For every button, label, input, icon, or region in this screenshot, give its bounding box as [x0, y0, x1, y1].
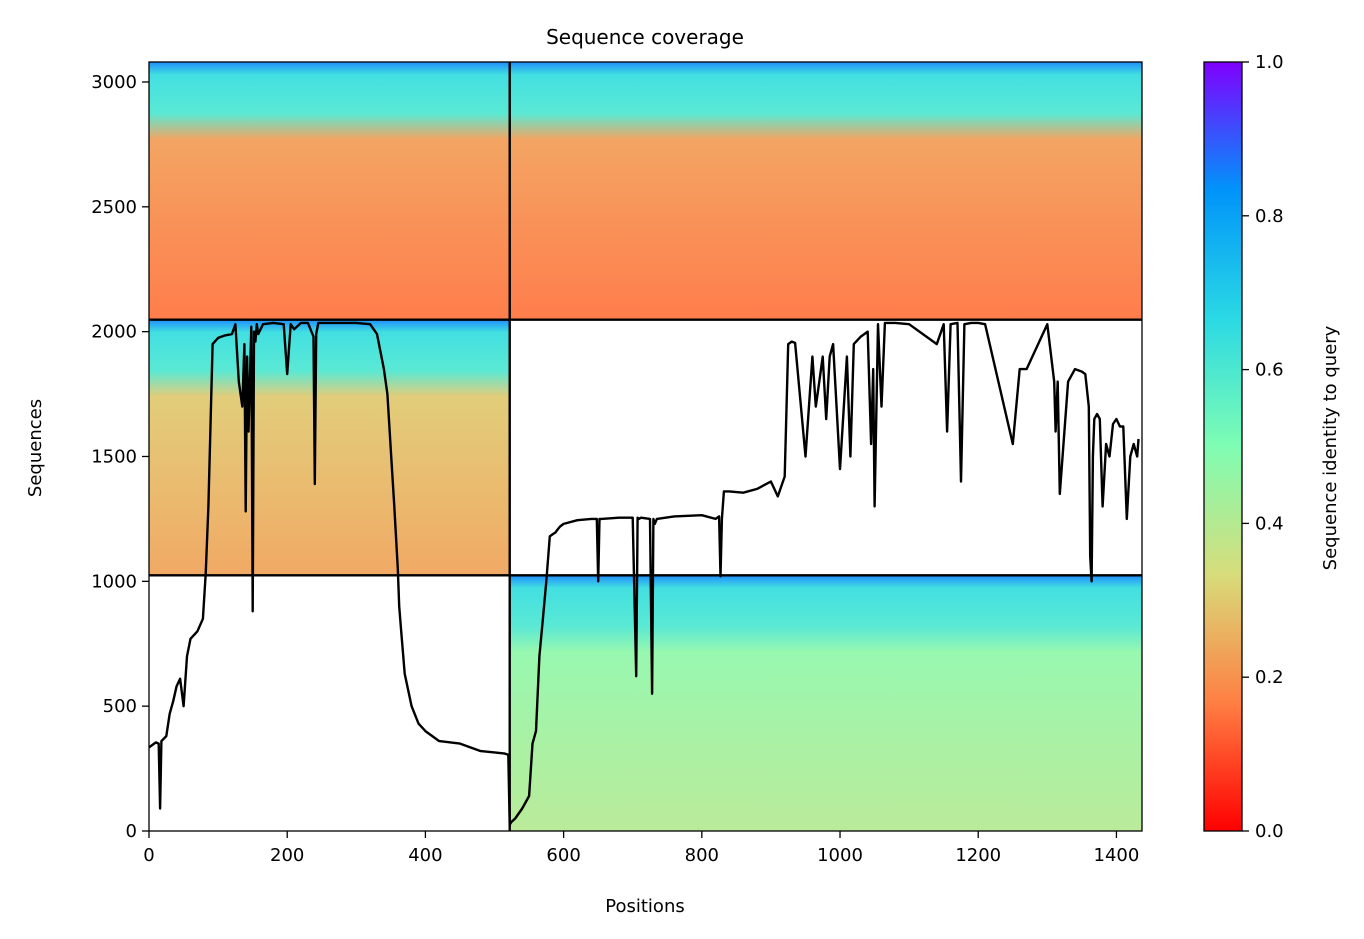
x-tick-label: 1000 — [817, 845, 863, 866]
y-tick-label: 1000 — [91, 571, 137, 592]
colorbar-tick-label: 0.4 — [1255, 513, 1284, 534]
y-axis-label: Sequences — [25, 399, 46, 497]
colorbar-ticks: 0.0 0.2 0.4 0.6 0.8 1.0 — [1242, 52, 1284, 842]
colorbar-tick-label: 0.2 — [1255, 667, 1284, 688]
plot-area — [149, 62, 1142, 831]
chain-A-alignment — [149, 62, 510, 320]
y-tick-label: 3000 — [91, 72, 137, 93]
x-axis-label: Positions — [605, 896, 684, 917]
colorbar-tick-label: 0.0 — [1255, 821, 1284, 842]
y-tick-label: 500 — [103, 696, 137, 717]
chain-B-unpaired — [509, 575, 1142, 831]
colorbar-gradient — [1203, 61, 1243, 832]
chain-B-alignment — [509, 62, 1142, 320]
x-axis-ticks: 0 200 400 600 800 1000 1200 1400 — [143, 831, 1139, 866]
x-tick-label: 1400 — [1094, 845, 1140, 866]
y-tick-label: 2000 — [91, 322, 137, 343]
x-tick-label: 400 — [408, 845, 442, 866]
chain-dividers — [149, 62, 1142, 831]
colorbar: 0.0 0.2 0.4 0.6 0.8 1.0 Sequence identity to … — [1203, 52, 1341, 842]
y-axis-ticks: 0 500 1000 1500 2000 2500 3000 — [91, 72, 149, 842]
msa-blocks — [149, 62, 1142, 831]
coverage-line — [149, 321, 1140, 826]
x-tick-label: 1200 — [955, 845, 1001, 866]
x-tick-label: 800 — [685, 845, 719, 866]
x-tick-label: 600 — [546, 845, 580, 866]
chain-A-paired — [149, 319, 510, 576]
plot-frame — [148, 61, 1143, 832]
chart-title: Sequence coverage — [546, 25, 744, 49]
y-tick-label: 1500 — [91, 446, 137, 467]
x-tick-label: 0 — [143, 845, 154, 866]
colorbar-tick-label: 0.6 — [1255, 360, 1284, 381]
y-tick-label: 0 — [126, 821, 137, 842]
y-tick-label: 2500 — [91, 197, 137, 218]
colorbar-label: Sequence identity to query — [1320, 325, 1341, 570]
colorbar-tick-label: 0.8 — [1255, 206, 1284, 227]
colorbar-tick-label: 1.0 — [1255, 52, 1284, 73]
x-tick-label: 200 — [270, 845, 304, 866]
